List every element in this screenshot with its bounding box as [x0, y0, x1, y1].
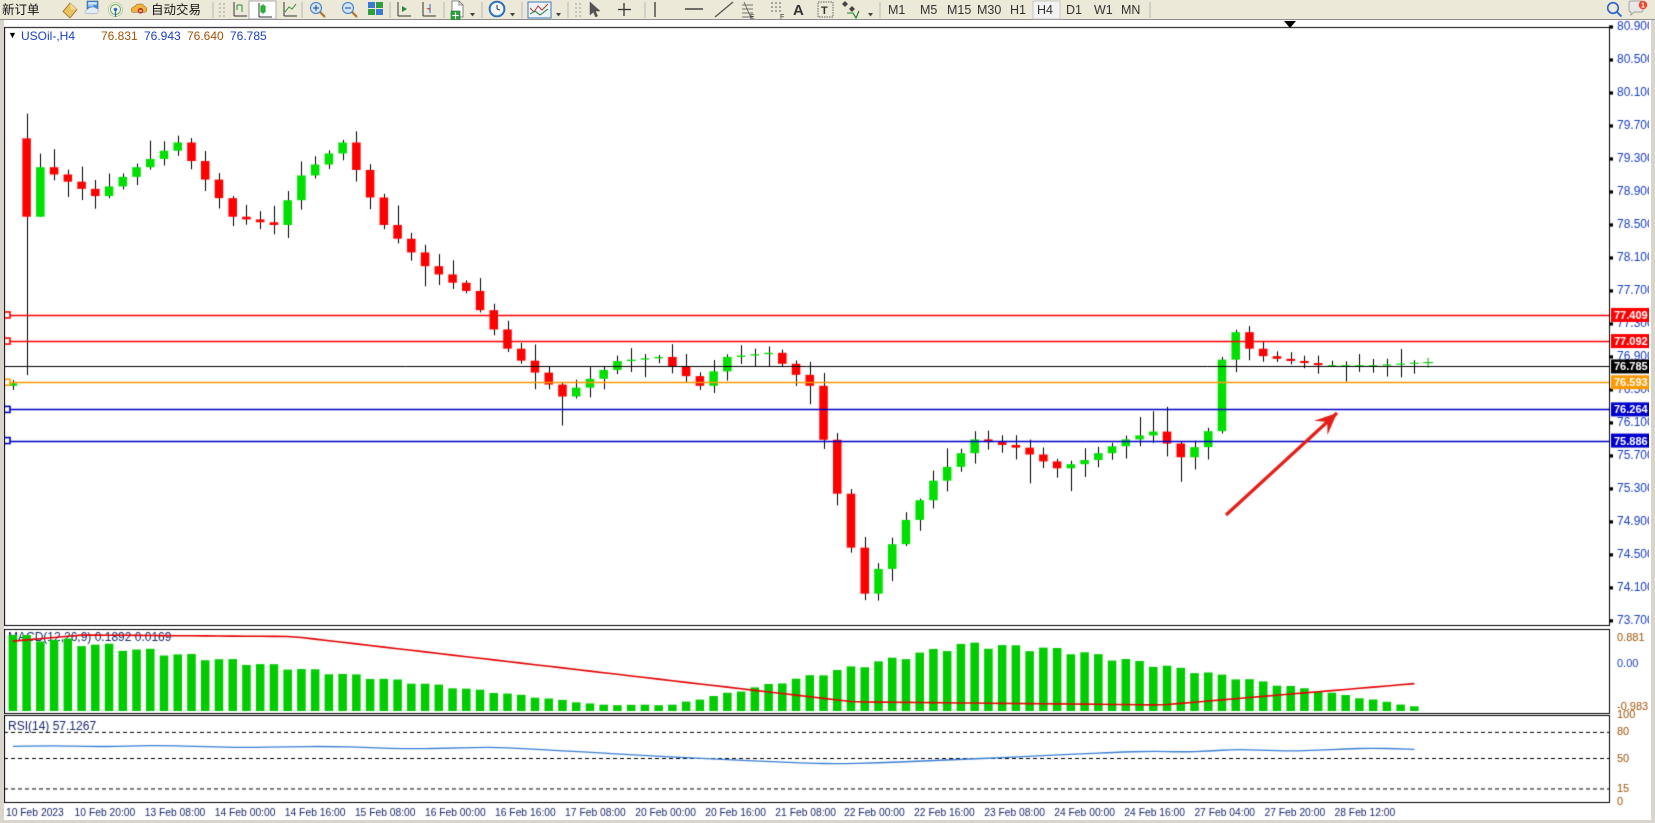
svg-text:M30: M30: [977, 3, 1001, 17]
svg-text:W1: W1: [1094, 3, 1113, 17]
svg-text:M15: M15: [947, 3, 971, 17]
svg-text:T: T: [821, 5, 828, 17]
svg-text:新订单: 新订单: [2, 2, 40, 17]
svg-text:A: A: [793, 2, 804, 19]
svg-text:M5: M5: [920, 3, 937, 17]
svg-text:MN: MN: [1121, 3, 1140, 17]
svg-text:自动交易: 自动交易: [151, 2, 201, 17]
svg-text:M1: M1: [888, 3, 905, 17]
svg-text:H1: H1: [1010, 3, 1026, 17]
svg-text:1: 1: [1641, 3, 1645, 10]
svg-text:H4: H4: [1037, 3, 1053, 17]
svg-text:D1: D1: [1066, 3, 1082, 17]
